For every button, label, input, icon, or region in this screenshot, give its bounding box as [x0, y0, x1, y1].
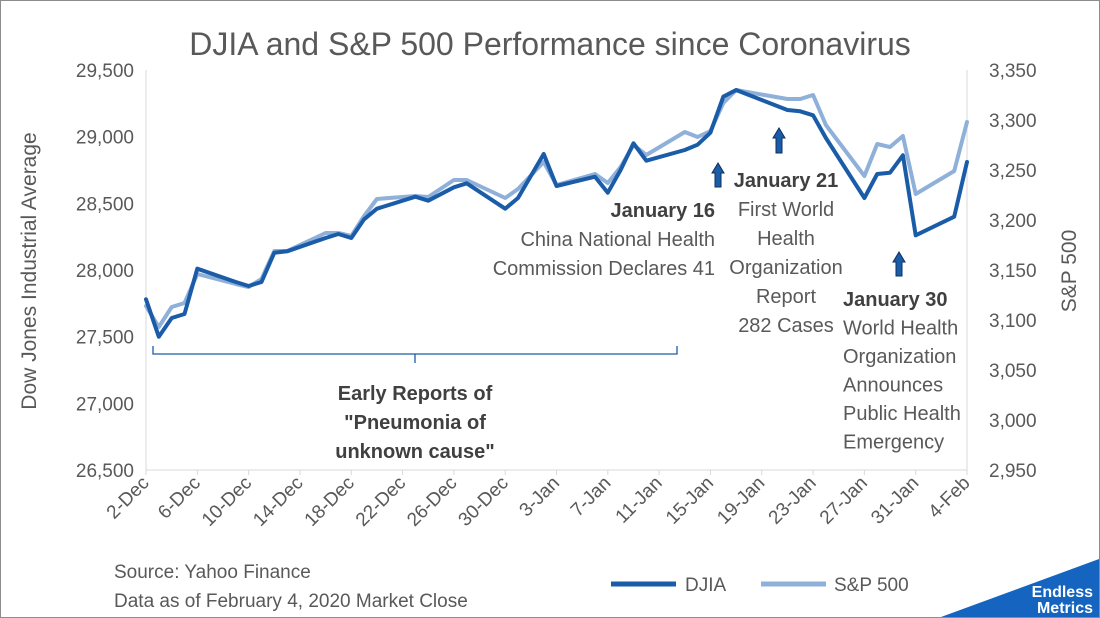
annotation-line: 282 Cases [738, 315, 834, 337]
legend-label-sp500: S&P 500 [834, 575, 909, 596]
annotation-line: Early Reports of [338, 383, 493, 405]
y-left-tick-label: 28,500 [76, 194, 134, 215]
x-tick-label: 15-Jan [662, 473, 718, 529]
logo-text-line2: Metrics [1037, 600, 1093, 617]
annotation-line: Announces [843, 375, 943, 397]
y-right-tick-label: 3,100 [989, 311, 1037, 332]
y-right-tick-label: 3,000 [989, 411, 1037, 432]
legend-label-djia: DJIA [685, 575, 727, 596]
annotation-heading: January 30 [843, 289, 948, 311]
x-tick-label: 22-Dec [352, 473, 410, 531]
series-line-djia [144, 88, 969, 339]
annotation-line: "Pneumonia of [344, 412, 486, 434]
up-arrow-icon [772, 127, 786, 154]
y-axis-left-label: Dow Jones Industrial Average [18, 132, 41, 409]
x-tick-label: 3-Jan [516, 473, 564, 521]
x-tick-label: 31-Jan [867, 473, 923, 529]
legend: DJIA S&P 500 [611, 575, 909, 596]
y-left-tick-label: 27,000 [76, 394, 134, 415]
annotation-line: Public Health [843, 403, 961, 425]
y-right-tick-label: 3,350 [989, 61, 1037, 82]
chart-title: DJIA and S&P 500 Performance since Coron… [189, 26, 911, 62]
x-tick-label: 7-Jan [567, 473, 615, 521]
y-left-tick-label: 28,000 [76, 261, 134, 282]
early-reports-bracket [152, 346, 678, 363]
annotation-line: Report [756, 286, 816, 308]
annotations: Early Reports of "Pneumonia of unknown cau… [335, 170, 961, 463]
y-left-tick-label: 26,500 [76, 461, 134, 482]
annotation-line: unknown cause" [335, 441, 495, 463]
logo-triangle [941, 559, 1099, 617]
y-left-tick-label: 29,500 [76, 61, 134, 82]
annotation-jan21: January 21 First World Health Organization R… [729, 170, 842, 337]
annotation-jan16: January 16 China National Health Commissio… [493, 200, 715, 280]
y-right-tick-label: 2,950 [989, 461, 1037, 482]
x-tick-label: 27-Jan [816, 473, 872, 529]
x-tick-label: 26-Dec [403, 473, 461, 531]
source-note: Source: Yahoo Finance [114, 562, 311, 583]
y-left-tick-label: 27,500 [76, 328, 134, 349]
annotation-heading: January 21 [734, 170, 839, 192]
annotation-line: Organization [843, 346, 956, 368]
x-tick-label: 30-Dec [455, 473, 513, 531]
data-asof-note: Data as of February 4, 2020 Market Close [114, 591, 468, 612]
x-tick-label: 18-Dec [301, 473, 359, 531]
bracket-line [152, 346, 678, 363]
annotation-heading: January 16 [610, 200, 715, 222]
series-layer [144, 88, 969, 339]
annotation-line: World Health [843, 318, 958, 340]
annotation-line: China National Health [520, 229, 715, 251]
x-tick-label: 14-Dec [249, 473, 307, 531]
endless-metrics-logo: Endless Metrics [941, 559, 1099, 617]
annotation-jan30: January 30 World Health Organization Announ… [843, 289, 961, 454]
annotation-line: Commission Declares 41 [493, 258, 715, 280]
arrows [711, 127, 906, 277]
logo-text-line1: Endless [1032, 584, 1093, 601]
annotation-line: Health [757, 228, 815, 250]
left-axis-ticks: 26,500 27,000 27,500 28,000 28,500 29,000 29,5… [76, 61, 134, 482]
y-right-tick-label: 3,050 [989, 361, 1037, 382]
x-tick-label: 23-Jan [765, 473, 821, 529]
x-tick-label: 19-Jan [713, 473, 769, 529]
annotation-bracket: Early Reports of "Pneumonia of unknown cau… [335, 383, 495, 463]
y-right-tick-label: 3,150 [989, 261, 1037, 282]
x-tick-label: 10-Dec [198, 473, 256, 531]
annotation-line: Organization [729, 257, 842, 279]
up-arrow-icon [711, 162, 725, 188]
y-right-tick-label: 3,200 [989, 211, 1037, 232]
y-right-tick-label: 3,300 [989, 111, 1037, 132]
y-left-tick-label: 29,000 [76, 128, 134, 149]
x-axis-ticks: 2-Dec 6-Dec10-Dec14-Dec18-Dec22-Dec26-Dec… [103, 470, 975, 531]
annotation-line: First World [738, 199, 834, 221]
up-arrow-icon [892, 251, 906, 277]
right-axis-ticks: 2,950 3,000 3,050 3,100 3,150 3,200 3,250 3,300… [989, 61, 1037, 482]
x-tick-label: 11-Jan [612, 473, 667, 528]
y-axis-right-label: S&P 500 [1058, 230, 1081, 313]
x-tick-label: 4-Feb [925, 473, 975, 523]
y-right-tick-label: 3,250 [989, 161, 1037, 182]
annotation-line: Emergency [843, 432, 944, 454]
